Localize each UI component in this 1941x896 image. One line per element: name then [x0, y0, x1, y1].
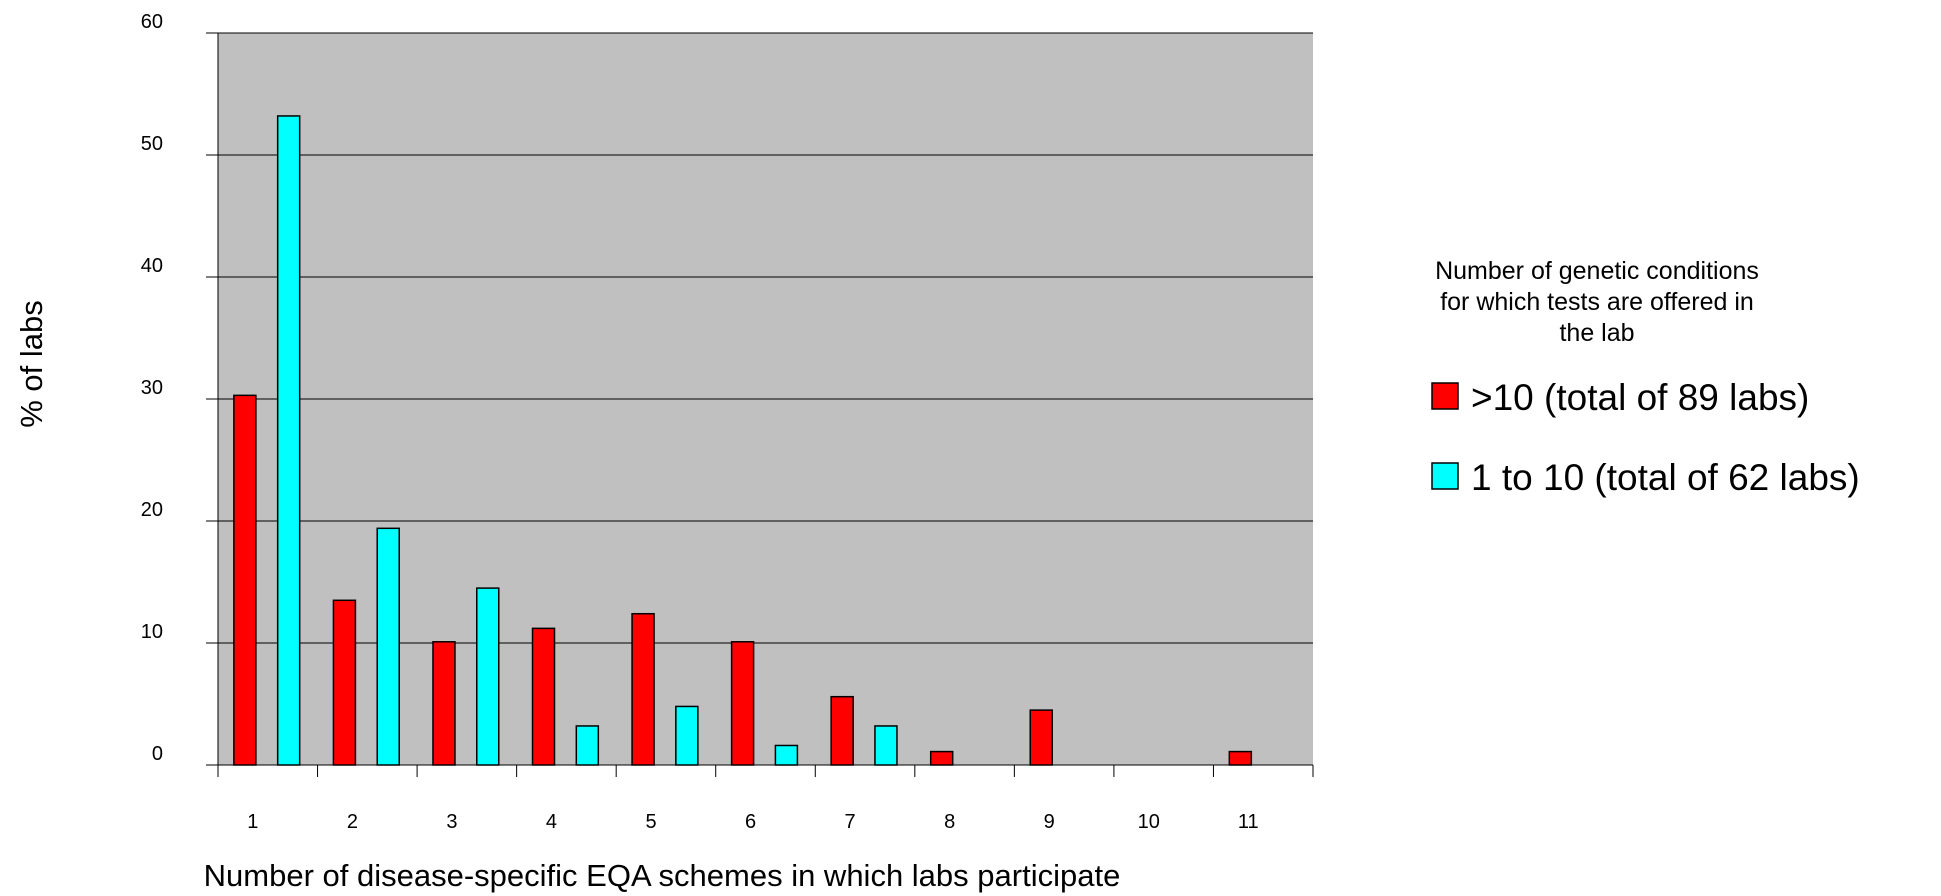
- legend-label-1-to-10: 1 to 10 (total of 62 labs): [1471, 457, 1860, 498]
- legend-label-over-10: >10 (total of 89 labs): [1471, 377, 1809, 418]
- x-tick-label: 10: [1138, 811, 1160, 833]
- x-tick-label: 9: [1044, 811, 1055, 833]
- axes: [217, 33, 1314, 777]
- bar: [874, 725, 898, 766]
- bar: [1029, 709, 1053, 766]
- legend-title-line-2: for which tests are offered in: [1440, 288, 1754, 316]
- x-tick-label: 6: [745, 811, 756, 833]
- y-tick-label: 10: [141, 621, 163, 643]
- x-axis-title: Number of disease-specific EQA schemes i…: [204, 858, 1121, 893]
- y-tick-label: 30: [141, 377, 163, 399]
- y-tick-label: 20: [141, 499, 163, 521]
- legend-swatch-over-10: [1431, 382, 1459, 410]
- legend-title-line-1: Number of genetic conditions: [1435, 257, 1759, 285]
- x-tick-labels: 1 2 3 4 5 6 7 8 9 10 11: [247, 811, 1258, 833]
- bar: [233, 394, 257, 766]
- x-tick-label: 5: [645, 811, 656, 833]
- bar: [432, 641, 456, 766]
- bar: [276, 115, 301, 766]
- bar: [531, 627, 556, 766]
- x-tick-label: 1: [247, 811, 258, 833]
- legend: Number of genetic conditions for which t…: [1431, 257, 1860, 498]
- x-tick-label: 3: [446, 811, 457, 833]
- y-tick-label: 50: [141, 133, 163, 155]
- x-tick-label: 11: [1238, 811, 1259, 833]
- y-axis-title: % of labs: [14, 300, 49, 428]
- bar: [476, 587, 500, 766]
- y-tick-label: 60: [141, 11, 163, 33]
- x-tick-label: 4: [546, 811, 557, 833]
- bar: [376, 527, 400, 766]
- bar: [631, 612, 655, 766]
- y-tick-labels: 0 10 20 30 40 50 60: [141, 11, 163, 765]
- legend-swatch-1-to-10: [1431, 462, 1459, 490]
- x-tick-label: 2: [347, 811, 358, 833]
- y-tick-label: 40: [141, 255, 163, 277]
- bar: [774, 744, 799, 766]
- bars: [233, 115, 1253, 766]
- bar: [575, 725, 600, 766]
- bar: [730, 641, 755, 766]
- bar: [332, 599, 357, 766]
- x-tick-label: 7: [845, 811, 856, 833]
- bar: [929, 750, 954, 766]
- bar: [1228, 750, 1253, 766]
- y-tick-label: 0: [152, 743, 163, 765]
- bar: [830, 695, 854, 766]
- legend-title-line-3: the lab: [1559, 319, 1634, 347]
- x-tick-label: 8: [944, 811, 955, 833]
- bar: [675, 705, 699, 766]
